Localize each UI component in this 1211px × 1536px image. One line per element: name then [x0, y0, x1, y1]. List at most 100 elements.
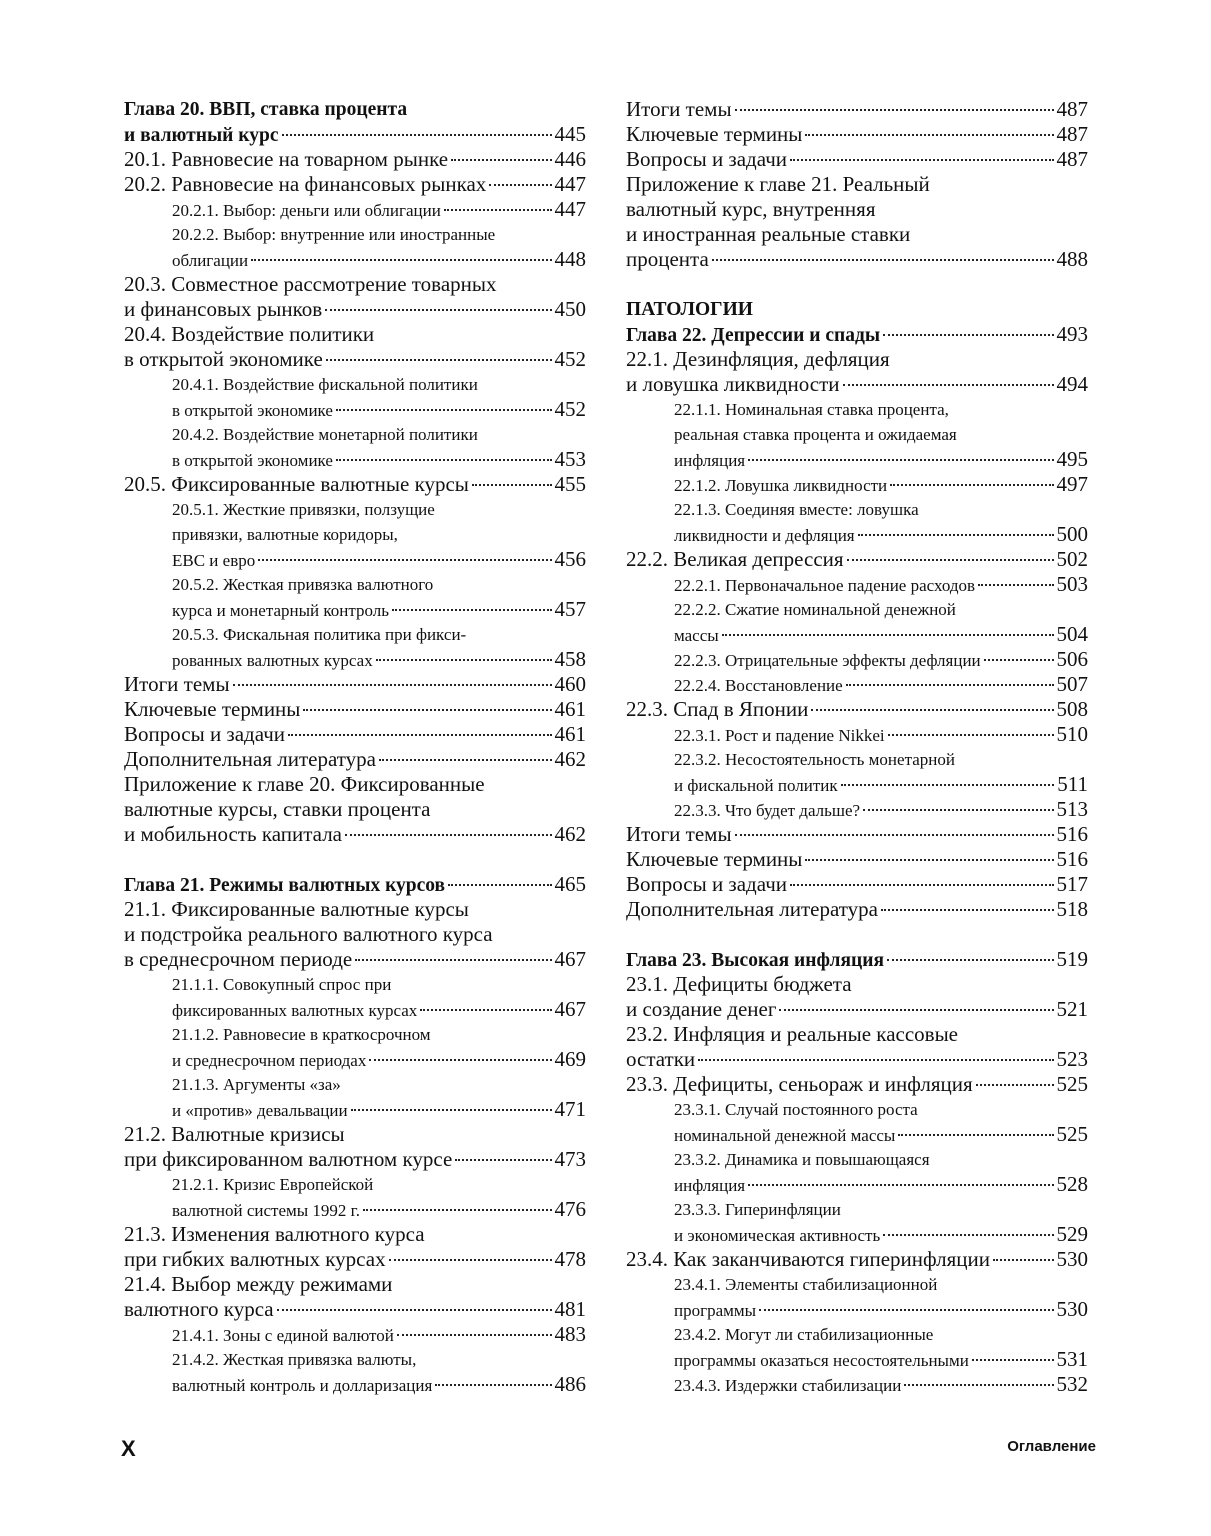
- entry-text: валютный курс, внутренняя: [626, 197, 876, 221]
- entry-text: инфляция: [674, 1176, 746, 1195]
- page-number: 497: [1056, 472, 1089, 496]
- dot-leader: [698, 1059, 1054, 1061]
- toc-line: и ловушка ликвидности 494: [626, 372, 1088, 397]
- entry-text: Дополнительная литература: [626, 897, 878, 921]
- dot-leader: [904, 1384, 1054, 1386]
- dot-leader: [303, 709, 552, 711]
- toc-entry: 22.3.1. Рост и падение Nikkei 510: [626, 722, 1088, 747]
- toc-line: 23.3. Дефициты, сеньораж и инфляция 525: [626, 1072, 1088, 1097]
- toc-entry: 22.1. Дезинфляция, дефляция и ловушка лик…: [626, 347, 1088, 397]
- toc-line: и среднесрочном периодах 469: [124, 1047, 586, 1072]
- toc-line: Вопросы и задачи 461: [124, 722, 586, 747]
- entry-text: Дополнительная литература: [124, 747, 376, 771]
- toc-line: 22.2.3. Отрицательные эффекты дефляции 50…: [626, 647, 1088, 672]
- toc-line: Приложение к главе 20. Фиксированные: [124, 772, 586, 797]
- toc-entry: 23.3. Дефициты, сеньораж и инфляция 525: [626, 1072, 1088, 1097]
- toc-line: Дополнительная литература 462: [124, 747, 586, 772]
- toc-entry: Ключевые термины 461: [124, 697, 586, 722]
- entry-text: 22.3.3. Что будет дальше?: [674, 801, 861, 820]
- toc-line: и экономическая активность 529: [626, 1222, 1088, 1247]
- toc-line: облигации 448: [124, 247, 586, 272]
- page-number: 507: [1056, 672, 1089, 696]
- entry-text: 23.4.2. Могут ли стабилизационные: [674, 1325, 934, 1344]
- entry-text: 20.2. Равновесие на финансовых рынках: [124, 172, 487, 196]
- toc-entry: 20.3. Совместное рассмотрение товарных и …: [124, 272, 586, 322]
- dot-leader: [857, 534, 1054, 536]
- toc-line: 20.5.3. Фискальная политика при фикси-: [124, 622, 586, 647]
- entry-text: 23.3.1. Случай постоянного роста: [674, 1100, 918, 1119]
- dot-leader: [975, 1084, 1054, 1086]
- entry-text: 22.3.1. Рост и падение Nikkei: [674, 726, 885, 745]
- entry-text: 20.5.1. Жесткие привязки, ползущие: [172, 500, 435, 519]
- entry-text: в среднесрочном периоде: [124, 947, 353, 971]
- dot-leader: [448, 884, 552, 886]
- dot-leader: [978, 584, 1054, 586]
- entry-text: Приложение к главе 21. Реальный: [626, 172, 930, 196]
- toc-line: 20.5. Фиксированные валютные курсы 455: [124, 472, 586, 497]
- dot-leader: [288, 734, 552, 736]
- page-number: 487: [1056, 147, 1089, 171]
- toc-entry: 21.1.2. Равновесие в краткосрочном и сред…: [124, 1022, 586, 1072]
- page-number: 511: [1057, 772, 1088, 796]
- toc-line: при фиксированном валютном курсе 473: [124, 1147, 586, 1172]
- entry-text: и экономическая активность: [674, 1226, 881, 1245]
- entry-text: 20.4. Воздействие политики: [124, 322, 375, 346]
- toc-line: Итоги темы 460: [124, 672, 586, 697]
- toc-line: 22.2.4. Восстановление 507: [626, 672, 1088, 697]
- toc-entry: 23.3.3. Гиперинфляции и экономическая акт…: [626, 1197, 1088, 1247]
- dot-leader: [898, 1134, 1054, 1136]
- page-number: 516: [1056, 822, 1089, 846]
- toc-line: процента 488: [626, 247, 1088, 272]
- dot-leader: [345, 834, 552, 836]
- dot-leader: [805, 134, 1054, 136]
- entry-text: 22.1.2. Ловушка ликвидности: [674, 476, 888, 495]
- dot-leader: [335, 459, 552, 461]
- dot-leader: [883, 334, 1054, 336]
- page-number: 469: [554, 1047, 587, 1071]
- entry-text: и ловушка ликвидности: [626, 372, 840, 396]
- entry-text: в открытой экономике: [124, 347, 323, 371]
- dot-leader: [281, 134, 552, 136]
- dot-leader: [887, 959, 1054, 961]
- page-number: 510: [1056, 722, 1089, 746]
- toc-line: 23.4.1. Элементы стабилизационной: [626, 1272, 1088, 1297]
- toc-line: в открытой экономике 453: [124, 447, 586, 472]
- toc-line: 20.2. Равновесие на финансовых рынках 447: [124, 172, 586, 197]
- running-title: Оглавление: [1007, 1438, 1096, 1455]
- entry-text: ПАТОЛОГИИ: [626, 299, 753, 320]
- toc-line: 22.1.3. Соединяя вместе: ловушка: [626, 497, 1088, 522]
- entry-text: 22.1. Дезинфляция, дефляция: [626, 347, 890, 371]
- toc-entry: 20.2.2. Выбор: внутренние или иностранны…: [124, 222, 586, 272]
- entry-text: ликвидности и дефляция: [674, 526, 855, 545]
- toc-line: 22.3. Спад в Японии 508: [626, 697, 1088, 722]
- toc-line: Ключевые термины 487: [626, 122, 1088, 147]
- toc-line: и подстройка реального валютного курса: [124, 922, 586, 947]
- toc-line: 23.3.3. Гиперинфляции: [626, 1197, 1088, 1222]
- toc-line: ЕВС и евро 456: [124, 547, 586, 572]
- toc-line: 23.3.1. Случай постоянного роста: [626, 1097, 1088, 1122]
- toc-entry: 22.1.2. Ловушка ликвидности 497: [626, 472, 1088, 497]
- page-number: 457: [554, 597, 587, 621]
- toc-entry: 22.2. Великая депрессия 502: [626, 547, 1088, 572]
- entry-text: 20.4.2. Воздействие монетарной политики: [172, 425, 478, 444]
- entry-text: Приложение к главе 20. Фиксированные: [124, 772, 485, 796]
- entry-text: 21.1.1. Совокупный спрос при: [172, 975, 392, 994]
- page-number: 500: [1056, 522, 1089, 546]
- entry-text: 23.2. Инфляция и реальные кассовые: [626, 1022, 959, 1046]
- toc-line: привязки, валютные коридоры,: [124, 522, 586, 547]
- page-number: 447: [554, 197, 587, 221]
- entry-text: 23.4.1. Элементы стабилизационной: [674, 1275, 938, 1294]
- entry-text: курса и монетарный контроль: [172, 601, 390, 620]
- toc-entry: 20.4.2. Воздействие монетарной политики в…: [124, 422, 586, 472]
- entry-text: ЕВС и евро: [172, 551, 256, 570]
- toc-entry: 21.2.1. Кризис Европейской валютной систе…: [124, 1172, 586, 1222]
- entry-text: и «против» девальвации: [172, 1101, 348, 1120]
- dot-leader: [369, 1059, 552, 1061]
- toc-line: 23.3.2. Динамика и повышающаяся: [626, 1147, 1088, 1172]
- entry-text: реальная ставка процента и ожидаемая: [674, 425, 957, 444]
- dot-leader: [779, 1009, 1054, 1011]
- entry-text: 23.4.3. Издержки стабилизации: [674, 1376, 902, 1395]
- entry-text: 20.5. Фиксированные валютные курсы: [124, 472, 469, 496]
- entry-text: Ключевые термины: [124, 697, 301, 721]
